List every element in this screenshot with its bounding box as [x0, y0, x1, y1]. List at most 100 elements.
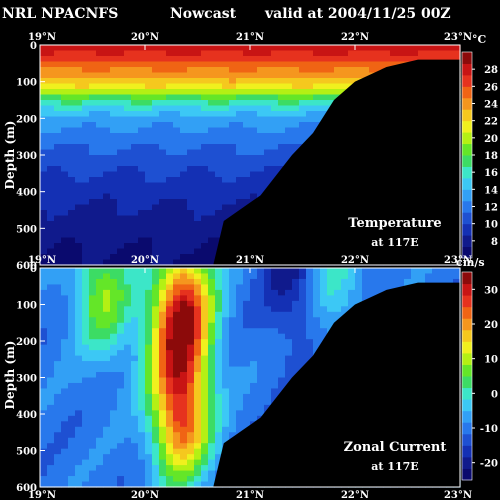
heatmap-cell	[285, 72, 293, 79]
heatmap-cell	[215, 350, 223, 357]
heatmap-cell	[138, 116, 146, 123]
heatmap-cell	[40, 350, 48, 357]
heatmap-cell	[117, 50, 125, 57]
heatmap-cell	[138, 388, 146, 395]
heatmap-cell	[131, 254, 139, 261]
heatmap-cell	[117, 372, 125, 379]
heatmap-cell	[341, 67, 349, 74]
heatmap-cell	[222, 432, 230, 439]
heatmap-cell	[82, 361, 90, 368]
heatmap-cell	[110, 311, 118, 318]
heatmap-cell	[194, 421, 202, 428]
heatmap-cell	[159, 193, 167, 200]
heatmap-cell	[327, 45, 335, 52]
heatmap-cell	[173, 393, 181, 400]
heatmap-cell	[180, 311, 188, 318]
heatmap-cell	[313, 333, 321, 340]
heatmap-cell	[47, 232, 55, 239]
heatmap-cell	[187, 273, 195, 280]
heatmap-cell	[201, 149, 209, 156]
heatmap-cell	[383, 61, 391, 68]
heatmap-cell	[208, 232, 216, 239]
heatmap-cell	[229, 311, 237, 318]
heatmap-cell	[208, 421, 216, 428]
heatmap-cell	[40, 78, 48, 85]
heatmap-cell	[222, 155, 230, 162]
heatmap-cell	[215, 426, 223, 433]
heatmap-cell	[208, 328, 216, 335]
heatmap-cell	[187, 388, 195, 395]
heatmap-cell	[124, 481, 132, 488]
heatmap-cell	[264, 300, 272, 307]
heatmap-cell	[229, 278, 237, 286]
heatmap-cell	[166, 278, 174, 286]
heatmap-cell	[173, 448, 181, 455]
heatmap-cell	[264, 177, 272, 184]
colorbar-tick-label: 12	[484, 203, 498, 214]
heatmap-cell	[96, 382, 104, 390]
heatmap-cell	[145, 105, 153, 112]
heatmap-cell	[222, 171, 230, 178]
heatmap-cell	[110, 199, 118, 206]
heatmap-cell	[61, 45, 69, 52]
heatmap-cell	[152, 127, 160, 134]
heatmap-cell	[54, 61, 62, 68]
heatmap-cell	[103, 67, 111, 74]
heatmap-cell	[82, 78, 90, 85]
heatmap-cell	[40, 295, 48, 302]
heatmap-cell	[124, 421, 132, 428]
heatmap-cell	[82, 350, 90, 357]
heatmap-cell	[187, 72, 195, 79]
heatmap-cell	[313, 78, 321, 85]
heatmap-cell	[208, 111, 216, 118]
heatmap-cell	[47, 300, 55, 307]
heatmap-cell	[110, 377, 118, 384]
heatmap-cell	[138, 254, 146, 261]
heatmap-cell	[313, 284, 321, 291]
heatmap-cell	[187, 155, 195, 162]
heatmap-cell	[54, 339, 62, 346]
heatmap-cell	[278, 122, 286, 129]
heatmap-cell	[138, 215, 146, 222]
heatmap-cell	[54, 193, 62, 200]
heatmap-cell	[159, 144, 167, 151]
y-tick-label: 100	[16, 78, 37, 89]
heatmap-cell	[54, 160, 62, 167]
heatmap-cell	[40, 188, 48, 195]
heatmap-cell	[40, 50, 48, 57]
heatmap-cell	[89, 133, 97, 140]
heatmap-cell	[341, 300, 349, 307]
heatmap-cell	[124, 284, 132, 291]
heatmap-cell	[278, 339, 286, 346]
heatmap-cell	[103, 232, 111, 239]
heatmap-cell	[166, 45, 174, 52]
heatmap-cell	[47, 94, 55, 101]
heatmap-cell	[257, 127, 265, 134]
heatmap-cell	[306, 284, 314, 291]
heatmap-cell	[166, 388, 174, 395]
heatmap-cell	[96, 127, 104, 134]
heatmap-cell	[103, 160, 111, 167]
heatmap-cell	[124, 133, 132, 140]
heatmap-cell	[369, 284, 377, 291]
heatmap-cell	[75, 382, 83, 390]
heatmap-cell	[166, 100, 174, 107]
heatmap-cell	[103, 300, 111, 307]
heatmap-cell	[152, 454, 160, 461]
heatmap-cell	[131, 144, 139, 151]
heatmap-cell	[96, 432, 104, 439]
heatmap-cell	[201, 177, 209, 184]
heatmap-cell	[292, 94, 300, 101]
heatmap-cell	[152, 322, 160, 329]
heatmap-cell	[201, 237, 209, 244]
heatmap-cell	[432, 45, 440, 52]
heatmap-cell	[299, 111, 307, 118]
heatmap-cell	[264, 333, 272, 340]
heatmap-cell	[222, 300, 230, 307]
heatmap-cell	[194, 215, 202, 222]
heatmap-cell	[124, 355, 132, 362]
heatmap-cell	[124, 388, 132, 395]
heatmap-cell	[180, 67, 188, 74]
heatmap-cell	[194, 415, 202, 422]
heatmap-cell	[173, 289, 181, 296]
